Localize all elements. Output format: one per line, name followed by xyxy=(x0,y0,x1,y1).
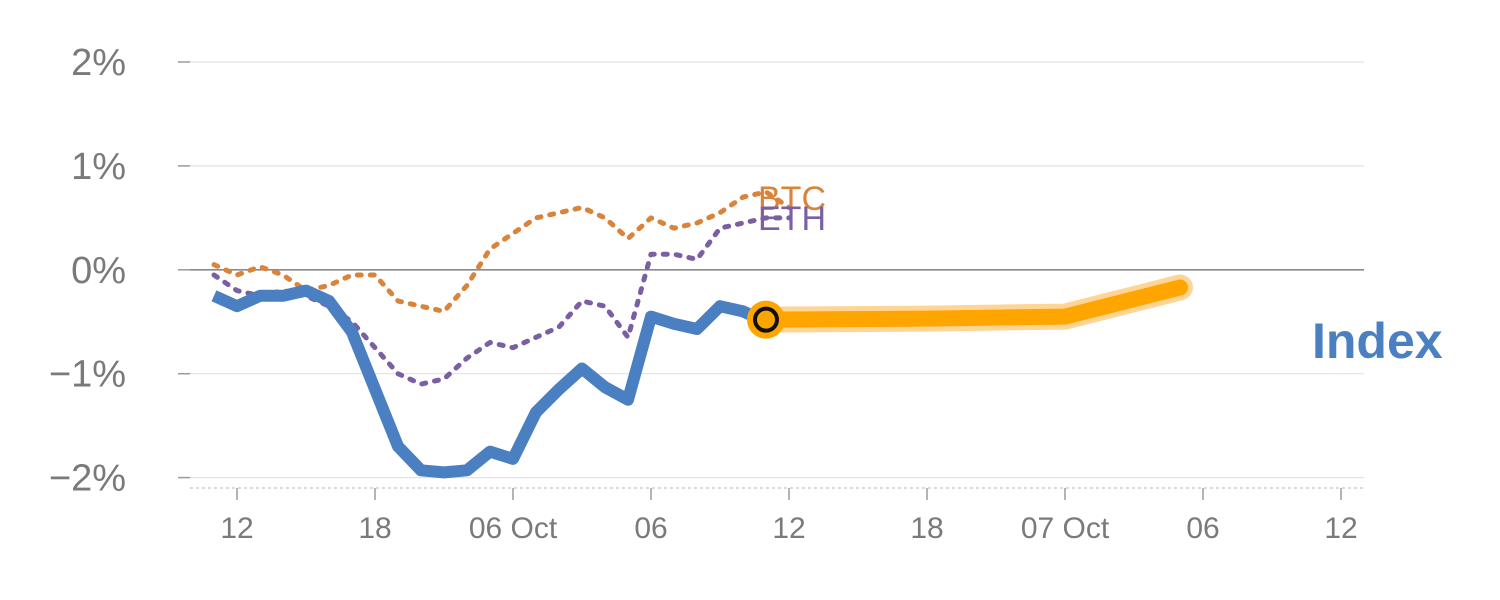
x-tick-label: 12 xyxy=(220,512,253,545)
index-forecast-line xyxy=(758,279,1188,328)
series-group xyxy=(211,189,1193,479)
y-tick-label: 0% xyxy=(71,250,126,292)
x-tick-label: 06 xyxy=(1186,512,1219,545)
y-tick-label: −1% xyxy=(49,354,126,396)
x-tick-label: 06 xyxy=(634,512,667,545)
x-axis: 12 18 06 Oct 06 12 18 07 Oct 06 12 xyxy=(190,487,1364,545)
gridlines xyxy=(190,61,1364,479)
index-series-label: Index xyxy=(1312,313,1443,369)
x-tick-label: 18 xyxy=(910,512,943,545)
btc-series-label: BTC xyxy=(758,180,826,218)
y-tick-label: 1% xyxy=(71,146,126,188)
y-axis: 2% 1% 0% −1% −2% xyxy=(49,42,190,500)
y-tick-label: −2% xyxy=(49,458,126,500)
x-tick-label: 07 Oct xyxy=(1021,512,1110,545)
y-tick-label: 2% xyxy=(71,42,126,84)
current-point-marker xyxy=(753,306,779,333)
x-tick-label: 06 Oct xyxy=(469,512,558,545)
eth-line xyxy=(211,215,792,387)
x-tick-label: 18 xyxy=(358,512,391,545)
x-tick-label: 12 xyxy=(1324,512,1357,545)
x-tick-label: 12 xyxy=(772,512,805,545)
series-labels: BTC ETH Index xyxy=(758,180,1443,369)
eth-series-label: ETH xyxy=(758,200,826,238)
index-line xyxy=(211,284,769,479)
